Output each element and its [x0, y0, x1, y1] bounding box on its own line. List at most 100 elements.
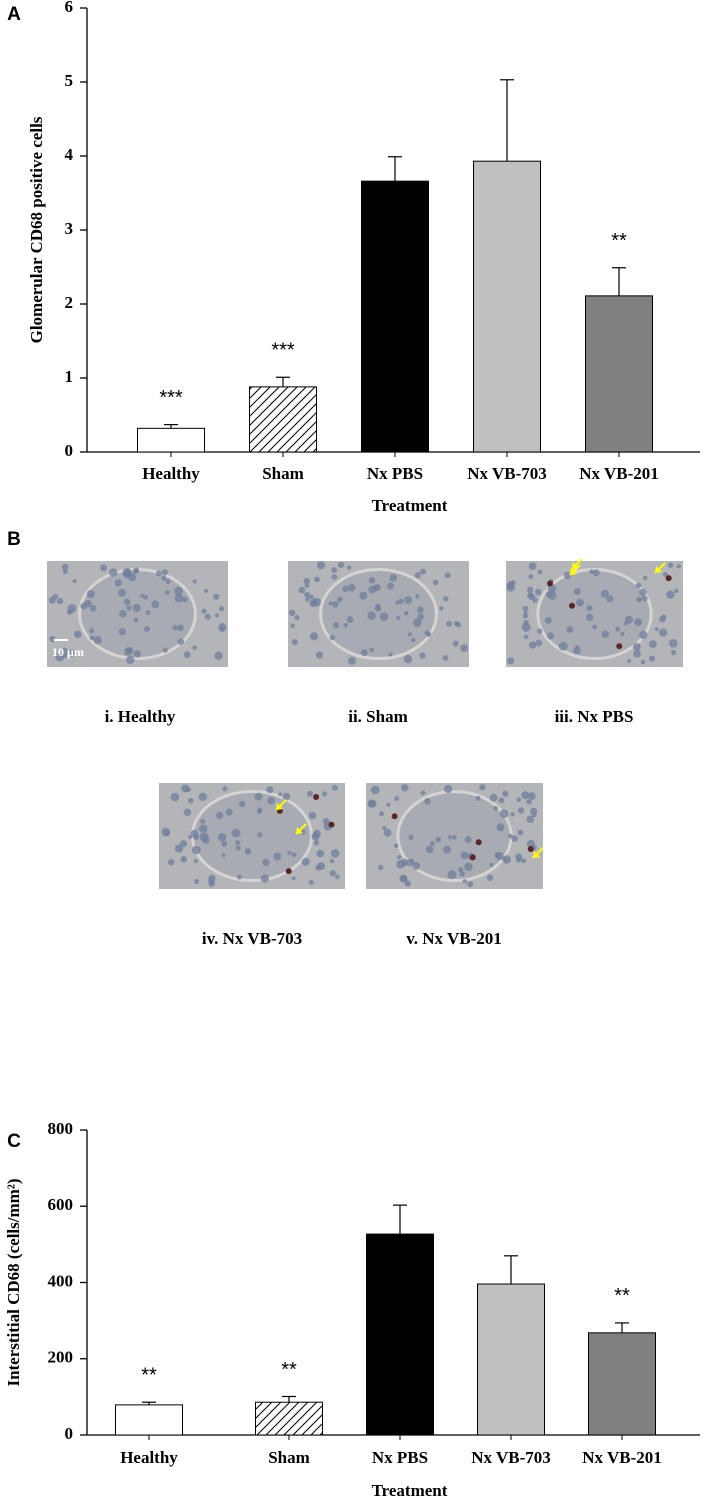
bar [255, 1401, 323, 1436]
nucleus [452, 640, 459, 647]
x-tick-label: Nx VB-703 [471, 1448, 551, 1467]
nucleus [114, 579, 122, 587]
nucleus [404, 880, 411, 887]
nucleus [403, 654, 413, 664]
nucleus [415, 594, 420, 599]
nucleus [119, 610, 127, 618]
nucleus [56, 597, 64, 605]
nucleus [309, 594, 314, 600]
nucleus [592, 569, 600, 577]
nucleus [544, 616, 552, 624]
nucleus [123, 598, 131, 606]
nucleus [573, 588, 581, 596]
nucleus [331, 567, 338, 573]
nucleus [526, 815, 535, 824]
nucleus [447, 870, 457, 880]
nucleus [337, 561, 345, 569]
nucleus [496, 823, 505, 832]
nucleus [200, 818, 206, 824]
nucleus [606, 595, 614, 603]
y-axis-label: Glomerular CD68 positive cells [27, 116, 46, 343]
nucleus [528, 562, 537, 571]
x-tick-label: Nx VB-703 [467, 464, 547, 483]
nucleus [459, 871, 465, 877]
nucleus [676, 564, 681, 569]
nucleus [502, 856, 507, 862]
stain [665, 575, 672, 582]
nucleus [408, 834, 414, 840]
nucleus [424, 630, 430, 636]
nucleus [460, 851, 469, 860]
nucleus [133, 617, 139, 623]
nucleus [151, 600, 160, 609]
nucleus [347, 583, 356, 592]
glomerulus [190, 789, 314, 883]
y-tick-label: 800 [48, 1119, 74, 1138]
nucleus [464, 862, 473, 872]
nucleus [219, 627, 225, 632]
nucleus [535, 639, 543, 647]
nucleus [446, 620, 453, 627]
nucleus [193, 858, 198, 864]
nucleus [288, 609, 296, 616]
nucleus [257, 832, 263, 838]
nucleus [174, 844, 184, 853]
nucleus [165, 579, 171, 585]
nucleus [523, 634, 529, 640]
nucleus [287, 850, 292, 856]
x-axis-label: Treatment [372, 1481, 448, 1499]
nucleus [185, 787, 191, 793]
stain [547, 580, 554, 587]
nucleus [516, 797, 522, 802]
nucleus [627, 658, 632, 663]
nucleus [72, 579, 77, 584]
nucleus [262, 858, 270, 867]
nucleus [305, 597, 310, 602]
y-tick-label: 0 [65, 1424, 74, 1443]
nucleus [379, 612, 389, 622]
nucleus [406, 859, 414, 867]
significance: ** [611, 230, 627, 252]
nucleus [367, 611, 376, 620]
nucleus [199, 832, 209, 842]
bar [366, 1233, 434, 1436]
nucleus [222, 786, 228, 792]
bar [249, 386, 317, 453]
nucleus [417, 613, 424, 620]
x-tick-label: Sham [262, 464, 304, 483]
nucleus [401, 783, 409, 792]
nucleus [89, 635, 95, 641]
nucleus [174, 586, 183, 596]
nucleus [547, 591, 557, 600]
nucleus [140, 593, 145, 598]
nucleus [183, 651, 191, 659]
nucleus [641, 595, 648, 602]
nucleus [221, 853, 226, 858]
nucleus [177, 638, 185, 645]
x-axis-label: Treatment [372, 496, 448, 515]
nucleus [218, 606, 225, 612]
nucleus [132, 568, 139, 575]
panel-label: C [7, 1131, 21, 1152]
nucleus [502, 790, 509, 797]
nucleus [124, 647, 132, 656]
nucleus [658, 628, 668, 637]
nucleus [522, 605, 529, 612]
y-tick-label: 5 [65, 71, 74, 90]
nucleus [216, 811, 224, 819]
nucleus [172, 624, 178, 631]
nucleus [290, 623, 295, 628]
x-tick-label: Healthy [142, 464, 200, 483]
nucleus [443, 784, 453, 794]
nucleus [448, 834, 453, 840]
nucleus [639, 630, 648, 640]
nucleus [378, 864, 384, 870]
nucleus [424, 797, 431, 805]
nucleus [316, 561, 326, 570]
nucleus [640, 659, 646, 665]
x-tick-label: Nx PBS [367, 464, 423, 483]
nucleus [601, 630, 610, 638]
nucleus [489, 862, 494, 867]
nucleus [145, 610, 151, 616]
nucleus [659, 616, 666, 623]
